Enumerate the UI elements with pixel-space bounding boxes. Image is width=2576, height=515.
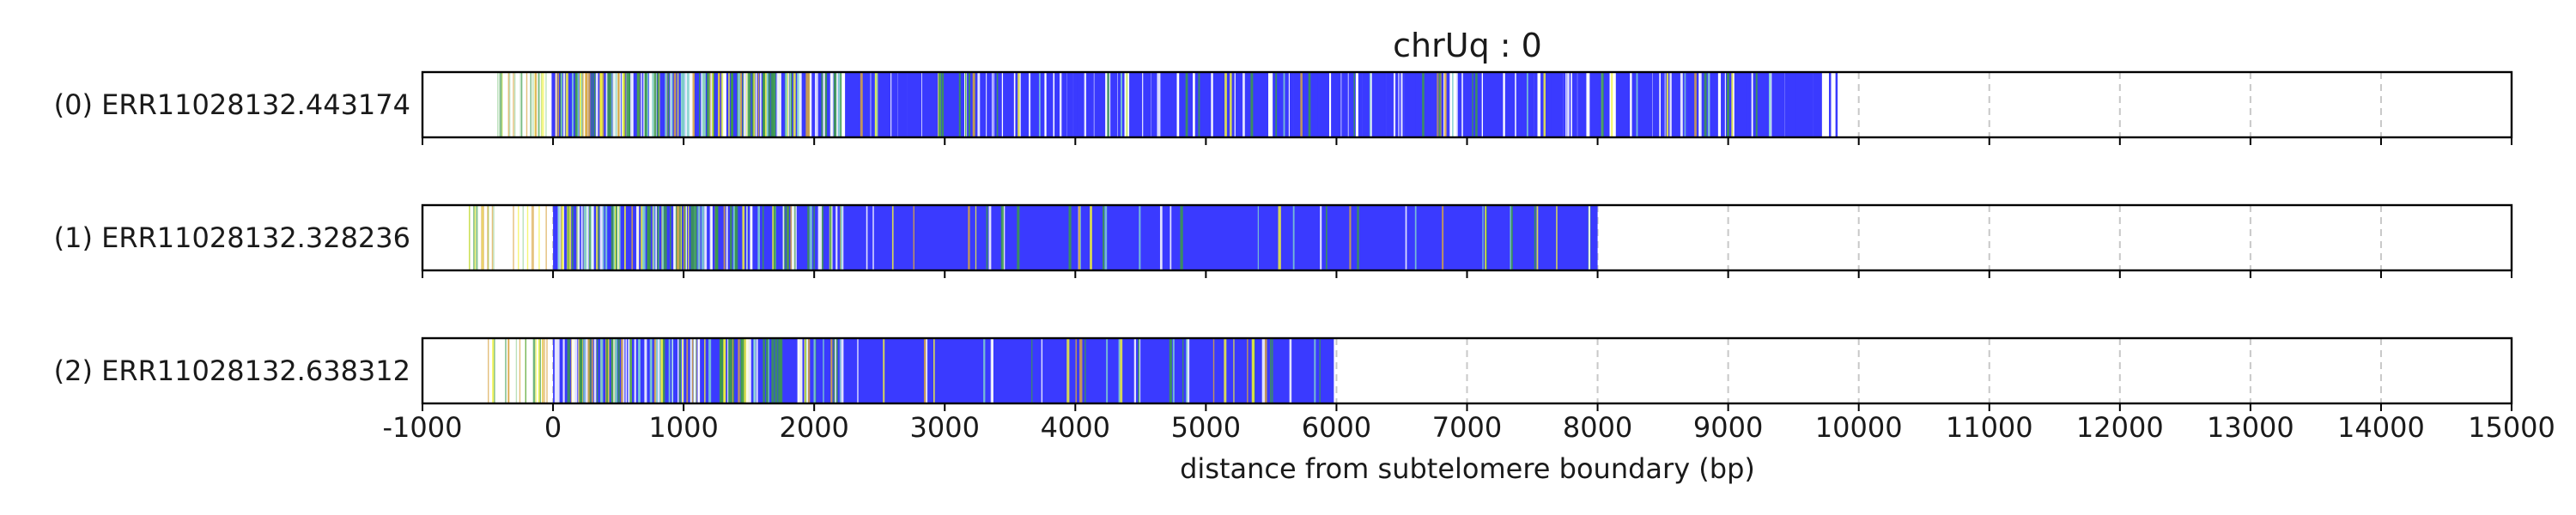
- read-rows: (0) ERR11028132.443174 (1) ERR11028132.32…: [54, 70, 2513, 411]
- x-tick-label: 15000: [2468, 411, 2555, 444]
- read-label-1: (1) ERR11028132.328236: [54, 221, 410, 254]
- read-label-2: (2) ERR11028132.638312: [54, 354, 410, 387]
- chart-title: chrUq : 0: [1393, 27, 1542, 64]
- x-tick-label: 12000: [2076, 411, 2164, 444]
- x-tick-label: 5000: [1171, 411, 1241, 444]
- x-tick-label: 4000: [1041, 411, 1110, 444]
- variant-marks-2: [488, 338, 1321, 403]
- x-tick-label: 14000: [2337, 411, 2425, 444]
- x-tick-label: 1000: [648, 411, 718, 444]
- variant-marks-0: [497, 72, 1838, 137]
- x-tick-label: 8000: [1563, 411, 1632, 444]
- x-tick-label: 6000: [1302, 411, 1371, 444]
- x-axis-label: distance from subtelomere boundary (bp): [1180, 452, 1755, 485]
- read-row-1: (1) ERR11028132.328236: [54, 203, 2513, 278]
- x-tick-label: 7000: [1432, 411, 1502, 444]
- x-tick-label: 9000: [1693, 411, 1763, 444]
- x-tick-label: 11000: [1946, 411, 2033, 444]
- x-axis: -1000 0 1000 2000 3000 4000 5000 6000 7000 8000 90…: [383, 411, 2555, 444]
- repeat-block-1: [553, 205, 1598, 270]
- read-row-0: (0) ERR11028132.443174: [54, 70, 2513, 145]
- x-tick-label: 10000: [1815, 411, 1903, 444]
- x-tick-label: 2000: [779, 411, 848, 444]
- read-row-2: (2) ERR11028132.638312: [54, 336, 2513, 411]
- x-tick-label: 0: [544, 411, 562, 444]
- x-tick-label: 3000: [910, 411, 980, 444]
- read-label-0: (0) ERR11028132.443174: [54, 88, 410, 121]
- x-tick-label: 13000: [2207, 411, 2294, 444]
- variant-marks-1: [468, 205, 1591, 270]
- x-tick-label: -1000: [383, 411, 463, 444]
